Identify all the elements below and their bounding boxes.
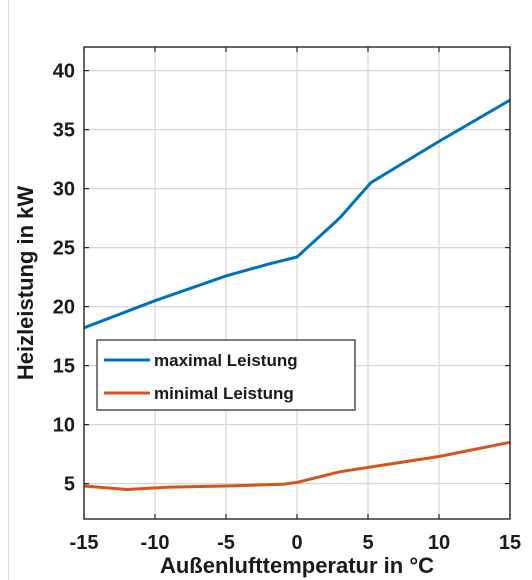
- tick-marks: [83, 47, 511, 519]
- legend: maximal Leistung minimal Leistung: [96, 339, 356, 411]
- left-edge-rule: [8, 0, 9, 580]
- tick-labels: -15 -10 -5 0 5 10 15 5 10 15 20 25 30 35 40: [53, 61, 521, 554]
- x-tick-label: 0: [291, 532, 302, 554]
- x-axis-title: Außenlufttemperatur in °C: [160, 553, 434, 578]
- legend-label-maximal-leistung: maximal Leistung: [154, 351, 298, 370]
- legend-label-minimal-leistung: minimal Leistung: [154, 384, 294, 403]
- y-tick-label: 35: [53, 120, 75, 142]
- y-tick-label: 40: [53, 61, 75, 83]
- x-tick-label: 5: [362, 532, 373, 554]
- x-tick-label: 10: [428, 532, 450, 554]
- y-tick-label: 25: [53, 238, 75, 260]
- y-tick-label: 20: [53, 297, 75, 319]
- series-line-minimal-leistung: [83, 440, 511, 491]
- x-tick-label: 15: [499, 532, 521, 554]
- y-tick-label: 15: [53, 356, 75, 378]
- series-line-maximal-leistung: [83, 98, 511, 330]
- x-tick-label: -10: [141, 532, 170, 554]
- y-axis-title: Heizleistung in kW: [13, 186, 38, 381]
- y-tick-label: 5: [64, 474, 75, 496]
- y-tick-label: 10: [53, 415, 75, 437]
- legend-box: [96, 339, 356, 411]
- x-tick-label: -15: [70, 532, 99, 554]
- series-layer: [83, 98, 511, 491]
- y-tick-label: 30: [53, 179, 75, 201]
- x-tick-label: -5: [217, 532, 235, 554]
